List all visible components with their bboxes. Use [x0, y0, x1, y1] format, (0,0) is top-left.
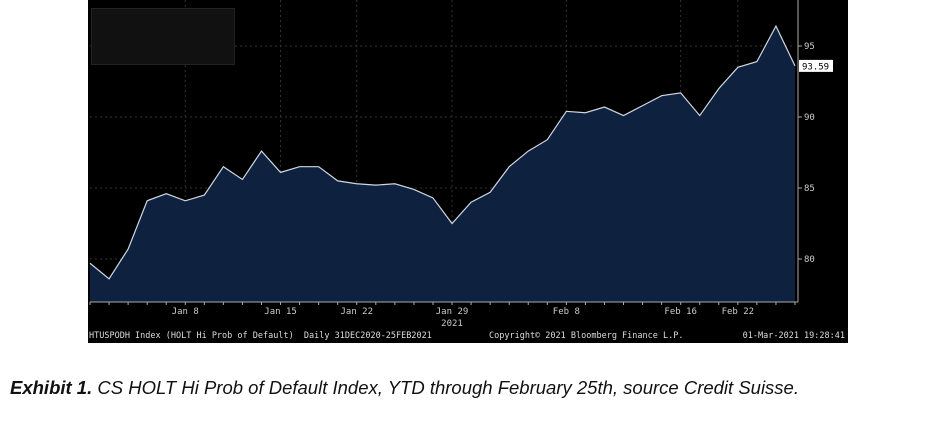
last-value-label: 93.59: [802, 62, 829, 72]
series-line: [89, 24, 796, 280]
last-value-tag: [799, 59, 833, 72]
caption: Exhibit 1. CS HOLT Hi Prob of Default In…: [10, 377, 799, 399]
x-tick-label: Feb 22: [722, 307, 755, 317]
footer-right: 01-Mar-2021 19:28:41: [742, 331, 845, 341]
y-tick-label: 85: [804, 184, 815, 194]
x-tick-label: Jan 15: [264, 307, 297, 317]
y-tick-label: 95: [804, 42, 815, 52]
x-tick-label: Jan 29: [436, 307, 469, 317]
x-tick-label: Jan 8: [172, 307, 199, 317]
y-tick-label: 80: [804, 255, 815, 265]
footer-center: Copyright© 2021 Bloomberg Finance L.P.: [489, 331, 684, 341]
x-tick-label: Feb 8: [553, 307, 580, 317]
chart-panel: 80 85 90 95 Jan 8 Jan 15 Jan 22 Jan 29 Feb 8 Feb …: [88, 0, 848, 343]
legend-box: [91, 8, 235, 65]
x-tick-label: Feb 16: [664, 307, 697, 317]
caption-label: Exhibit 1.: [10, 377, 93, 398]
area-fill: [90, 26, 795, 303]
year-label: 2021: [441, 319, 463, 329]
x-tick-label: Jan 22: [340, 307, 373, 317]
y-tick-label: 90: [804, 113, 815, 123]
caption-text: CS HOLT Hi Prob of Default Index, YTD th…: [92, 377, 799, 398]
footer-left: HTUSPODH Index (HOLT Hi Prob of Default)…: [89, 331, 432, 341]
